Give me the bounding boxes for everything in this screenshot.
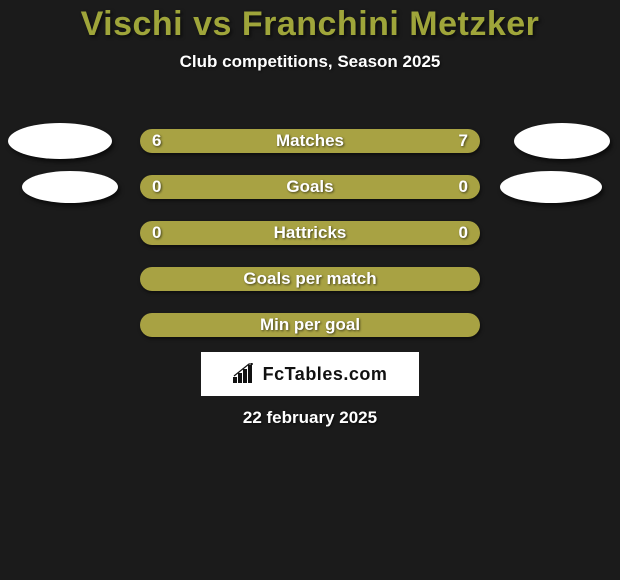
stat-row: 0 Goals 0 <box>0 164 620 210</box>
page-title: Vischi vs Franchini Metzker <box>0 5 620 44</box>
stat-value-left: 0 <box>152 177 161 197</box>
stat-label: Goals per match <box>243 269 376 289</box>
page-subtitle: Club competitions, Season 2025 <box>0 52 620 72</box>
stat-bar: 0 Goals 0 <box>140 175 480 199</box>
date-line: 22 february 2025 <box>0 408 620 428</box>
player-badge-right <box>514 123 610 159</box>
stat-label: Goals <box>286 177 333 197</box>
stat-bar: Min per goal <box>140 313 480 337</box>
stat-value-right: 0 <box>459 177 468 197</box>
player-badge-right <box>500 171 602 203</box>
stat-bar: 6 Matches 7 <box>140 129 480 153</box>
player-badge-left <box>8 123 112 159</box>
stat-row: 0 Hattricks 0 <box>0 210 620 256</box>
stat-value-left: 6 <box>152 131 161 151</box>
comparison-infographic: Vischi vs Franchini Metzker Club competi… <box>0 0 620 580</box>
stat-value-right: 0 <box>459 223 468 243</box>
branding-text: FcTables.com <box>263 364 388 385</box>
header: Vischi vs Franchini Metzker Club competi… <box>0 0 620 72</box>
stats-rows: 6 Matches 7 0 Goals 0 0 Hattricks 0 Goals per mat… <box>0 118 620 348</box>
stat-label: Matches <box>276 131 344 151</box>
stat-bar: 0 Hattricks 0 <box>140 221 480 245</box>
stat-value-left: 0 <box>152 223 161 243</box>
player-badge-left <box>22 171 118 203</box>
stat-row: Min per goal <box>0 302 620 348</box>
stat-bar: Goals per match <box>140 267 480 291</box>
chart-bars-icon <box>233 363 259 385</box>
stat-row: Goals per match <box>0 256 620 302</box>
stat-label: Min per goal <box>260 315 360 335</box>
stat-value-right: 7 <box>459 131 468 151</box>
stat-label: Hattricks <box>274 223 347 243</box>
branding-badge: FcTables.com <box>201 352 419 396</box>
stat-row: 6 Matches 7 <box>0 118 620 164</box>
